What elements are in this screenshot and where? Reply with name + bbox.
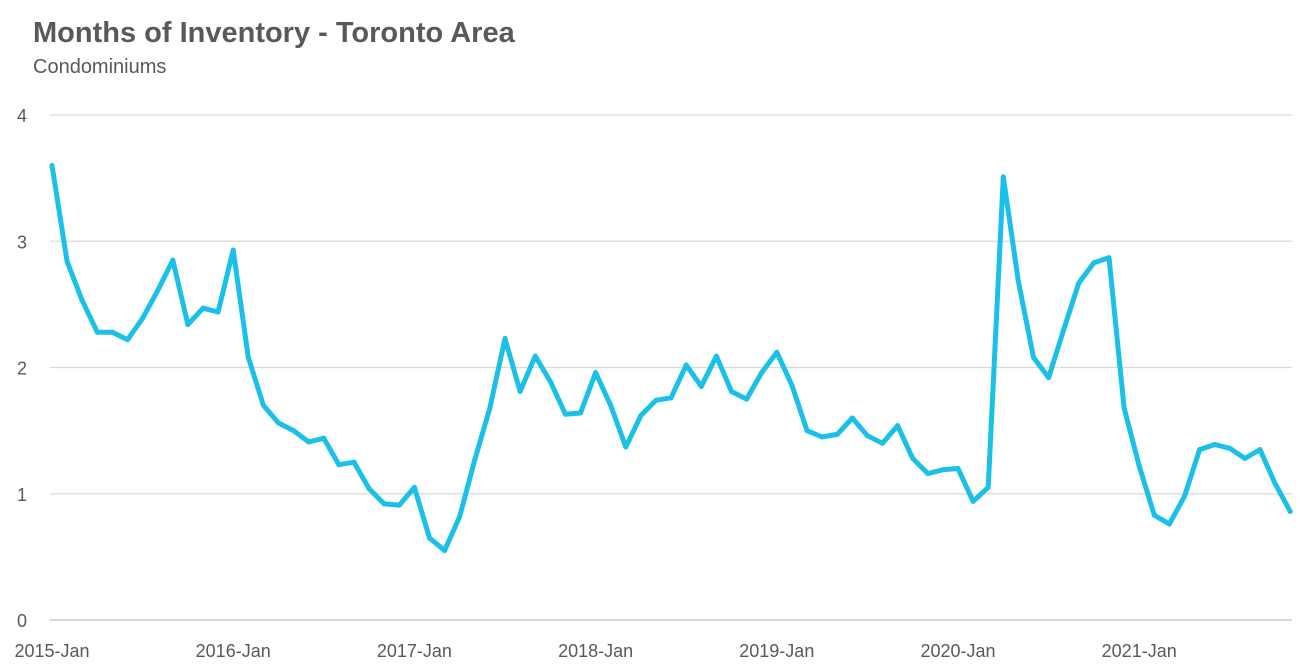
- data-point: [1166, 521, 1172, 527]
- data-point: [94, 329, 100, 335]
- data-point: [321, 435, 327, 441]
- data-point: [562, 411, 568, 417]
- data-point: [940, 467, 946, 473]
- data-point: [140, 315, 146, 321]
- data-point: [623, 444, 629, 450]
- data-point: [79, 298, 85, 304]
- data-point: [653, 397, 659, 403]
- data-point: [1076, 280, 1082, 286]
- data-point: [1272, 481, 1278, 487]
- data-point: [185, 322, 191, 328]
- x-tick-label: 2017-Jan: [377, 641, 452, 661]
- data-point: [729, 388, 734, 394]
- data-point: [668, 395, 674, 401]
- x-tick-label: 2021-Jan: [1102, 641, 1177, 661]
- data-point: [1287, 508, 1293, 514]
- data-point: [411, 484, 417, 490]
- data-point: [910, 455, 916, 461]
- data-point: [381, 501, 387, 507]
- data-point: [1212, 442, 1218, 448]
- data-point: [396, 502, 402, 508]
- data-point: [849, 415, 855, 421]
- data-point: [442, 548, 448, 554]
- data-point: [306, 439, 312, 445]
- data-point: [759, 370, 765, 376]
- y-tick-label: 1: [17, 485, 27, 505]
- data-point: [1091, 260, 1097, 266]
- data-point: [1106, 255, 1112, 261]
- data-point: [774, 349, 780, 355]
- data-point: [487, 405, 493, 411]
- data-point: [1227, 445, 1233, 451]
- data-point: [1061, 327, 1067, 333]
- data-point: [1000, 174, 1006, 180]
- data-point: [517, 388, 523, 394]
- x-tick-label: 2020-Jan: [920, 641, 995, 661]
- x-tick-label: 2018-Jan: [558, 641, 633, 661]
- data-point: [276, 420, 281, 426]
- y-tick-label: 4: [17, 106, 27, 126]
- chart-title: Months of Inventory - Toronto Area: [33, 17, 515, 49]
- data-point: [230, 247, 236, 253]
- data-point: [864, 433, 870, 439]
- data-point: [200, 305, 206, 311]
- data-point: [64, 258, 70, 264]
- chart-subtitle: Condominiums: [33, 56, 167, 78]
- data-point: [925, 471, 931, 477]
- y-tick-label: 2: [17, 359, 27, 379]
- data-point: [109, 329, 115, 335]
- data-point: [502, 335, 508, 341]
- data-point: [578, 410, 583, 416]
- data-point: [125, 337, 130, 343]
- data-point: [170, 257, 176, 263]
- data-point: [1197, 447, 1203, 453]
- data-point: [834, 431, 840, 437]
- data-point: [744, 396, 750, 402]
- data-point: [1046, 375, 1052, 381]
- data-point: [532, 353, 538, 359]
- series-line-condominiums: [49, 163, 1293, 554]
- data-point: [593, 370, 599, 376]
- data-point: [1257, 447, 1263, 453]
- x-tick-label: 2016-Jan: [196, 641, 271, 661]
- data-point: [1031, 354, 1036, 360]
- data-point: [985, 484, 991, 490]
- data-point: [215, 309, 221, 315]
- data-point: [472, 457, 478, 463]
- data-point: [351, 459, 357, 465]
- data-point: [245, 354, 251, 360]
- data-point: [155, 287, 161, 293]
- x-tick-label: 2019-Jan: [739, 641, 814, 661]
- data-point: [713, 353, 719, 359]
- data-point: [336, 462, 342, 468]
- data-point: [1242, 455, 1248, 461]
- data-point: [955, 466, 961, 471]
- data-point: [291, 428, 297, 434]
- data-point: [1121, 405, 1127, 411]
- data-point: [1136, 463, 1142, 469]
- data-point: [49, 163, 55, 168]
- data-point: [1182, 493, 1187, 499]
- x-tick-label: 2015-Jan: [14, 641, 89, 661]
- y-tick-label: 3: [17, 232, 27, 252]
- data-point: [1151, 512, 1157, 518]
- data-point: [547, 378, 553, 384]
- data-point: [880, 440, 885, 446]
- data-point: [608, 402, 614, 408]
- data-point: [819, 434, 825, 440]
- data-point: [1015, 279, 1021, 285]
- data-point: [895, 423, 901, 429]
- y-tick-label: 0: [17, 611, 27, 631]
- data-point: [789, 382, 795, 388]
- data-point: [260, 402, 266, 408]
- data-point: [698, 383, 704, 389]
- data-point: [638, 412, 644, 418]
- data-point: [804, 428, 810, 434]
- data-point: [366, 486, 372, 492]
- data-point: [683, 362, 689, 368]
- data-point: [970, 498, 976, 504]
- data-point: [457, 513, 463, 519]
- data-point: [427, 535, 432, 541]
